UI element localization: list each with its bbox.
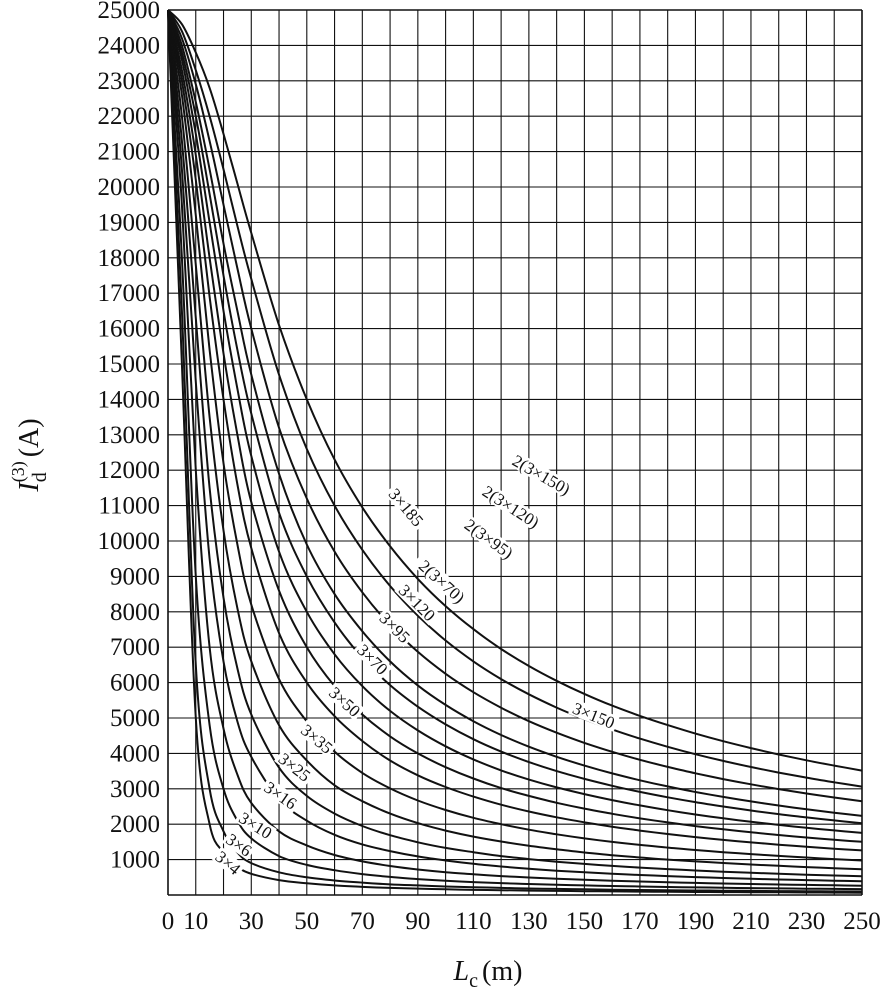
y-tick-label: 6000 [110,670,160,697]
y-tick-label: 18000 [98,245,161,272]
curve-label: 3×70 [352,639,393,680]
y-axis-title: Id(3) (A) [8,418,51,492]
y-tick-label: 2000 [110,811,160,838]
series-line-3×50 [167,9,863,871]
y-tick-label: 16000 [98,316,161,343]
y-axis-title-sup: (3) [8,461,29,482]
x-tick-label: 150 [566,908,604,935]
series-line-3×150 [167,9,863,834]
y-tick-label: 25000 [98,0,161,24]
curve-label-bg [296,719,338,758]
curve-label: 3×50 [324,682,366,721]
curve-label-bg [504,448,579,501]
y-tick-label: 19000 [98,209,161,236]
curve-label: 2(3×150) [504,448,579,501]
y-tick-labels: 1000 2000 3000 4000 5000 6000 7000 8000 9000 1000… [98,0,161,874]
curves [167,9,863,894]
curve-label-bg [324,682,366,721]
series-line-3×6 [167,9,863,893]
x-tick-label: 110 [455,908,492,935]
y-tick-label: 9000 [110,563,160,590]
series-line-2(3×120) [167,9,863,788]
curve-label-text: 2(3×150) [509,451,573,499]
y-tick-label: 12000 [98,457,161,484]
x-tick-label: 130 [510,908,548,935]
curve-label-bg [259,777,302,814]
curve-label-bg [457,512,521,565]
series-line-3×25 [167,9,863,883]
curve-label-bg [568,698,620,732]
x-tick-labels: 0 10 30 50 70 90 110 130 150 170 190 210 230 250 [162,908,881,935]
y-axis-title-sub: d [29,472,51,482]
y-axis-title-main: I [14,481,45,493]
series-line-3×35 [167,9,863,878]
y-tick-label: 4000 [110,740,160,767]
y-tick-label: 8000 [110,599,160,626]
curve-label-text: 2(3×95) [461,515,517,563]
curve-label-bg [394,579,441,626]
x-tick-label: 30 [239,908,264,935]
curve-label-bg [375,607,415,648]
y-tick-label: 22000 [98,103,161,130]
curve-label-bg [234,807,277,843]
curve-label-bg [384,483,429,532]
x-axis-title-unit: (m) [482,956,522,987]
x-axis-title-sub: c [469,970,478,992]
x-tick-label: 210 [732,908,770,935]
series-line-3×16 [167,9,863,887]
y-tick-label: 7000 [110,634,160,661]
y-axis-title-unit: (A) [14,418,45,457]
y-tick-label: 10000 [98,528,161,555]
y-tick-label: 14000 [98,386,161,413]
curve-label: 2(3×95) [457,512,521,565]
x-axis-title: Lc (m) [453,956,523,992]
series-line-2(3×95) [167,9,863,803]
x-tick-label: 90 [405,908,430,935]
y-tick-label: 1000 [110,847,160,874]
curve-label-text: 2(3×120) [479,482,543,532]
y-tick-label: 24000 [98,32,161,59]
y-tick-label: 20000 [98,174,161,201]
x-tick-label: 230 [788,908,826,935]
x-tick-label: 250 [843,908,881,935]
x-tick-label: 170 [621,908,659,935]
curve-label-bg [211,846,246,879]
y-tick-label: 17000 [98,280,161,307]
y-tick-label: 13000 [98,422,161,449]
x-tick-label: 70 [350,908,375,935]
y-tick-label: 3000 [110,776,160,803]
x-tick-label: 190 [677,908,715,935]
y-tick-label: 15000 [98,351,161,378]
curve-label-bg [221,829,257,861]
y-tick-label: 11000 [98,493,160,520]
x-tick-label: 0 [162,908,175,935]
series-line-3×70 [167,9,863,862]
x-tick-label: 10 [183,908,208,935]
curve-label-bg [274,748,316,786]
x-tick-label: 50 [294,908,319,935]
series-line-3×4 [167,9,863,894]
y-tick-label: 5000 [110,705,160,732]
series-line-3×185 [167,9,863,825]
series-line-3×120 [167,9,863,843]
series-line-3×10 [167,9,863,891]
curve-label-bg [474,479,548,534]
series-line-2(3×150) [167,9,863,772]
curve-label-bg [411,552,473,610]
x-axis-title-main: L [453,956,470,987]
series-line-3×95 [167,9,863,852]
y-tick-label: 21000 [98,139,161,166]
curve-label-bg [352,639,393,680]
series-line-2(3×70) [167,9,863,817]
y-tick-label: 23000 [98,68,161,95]
